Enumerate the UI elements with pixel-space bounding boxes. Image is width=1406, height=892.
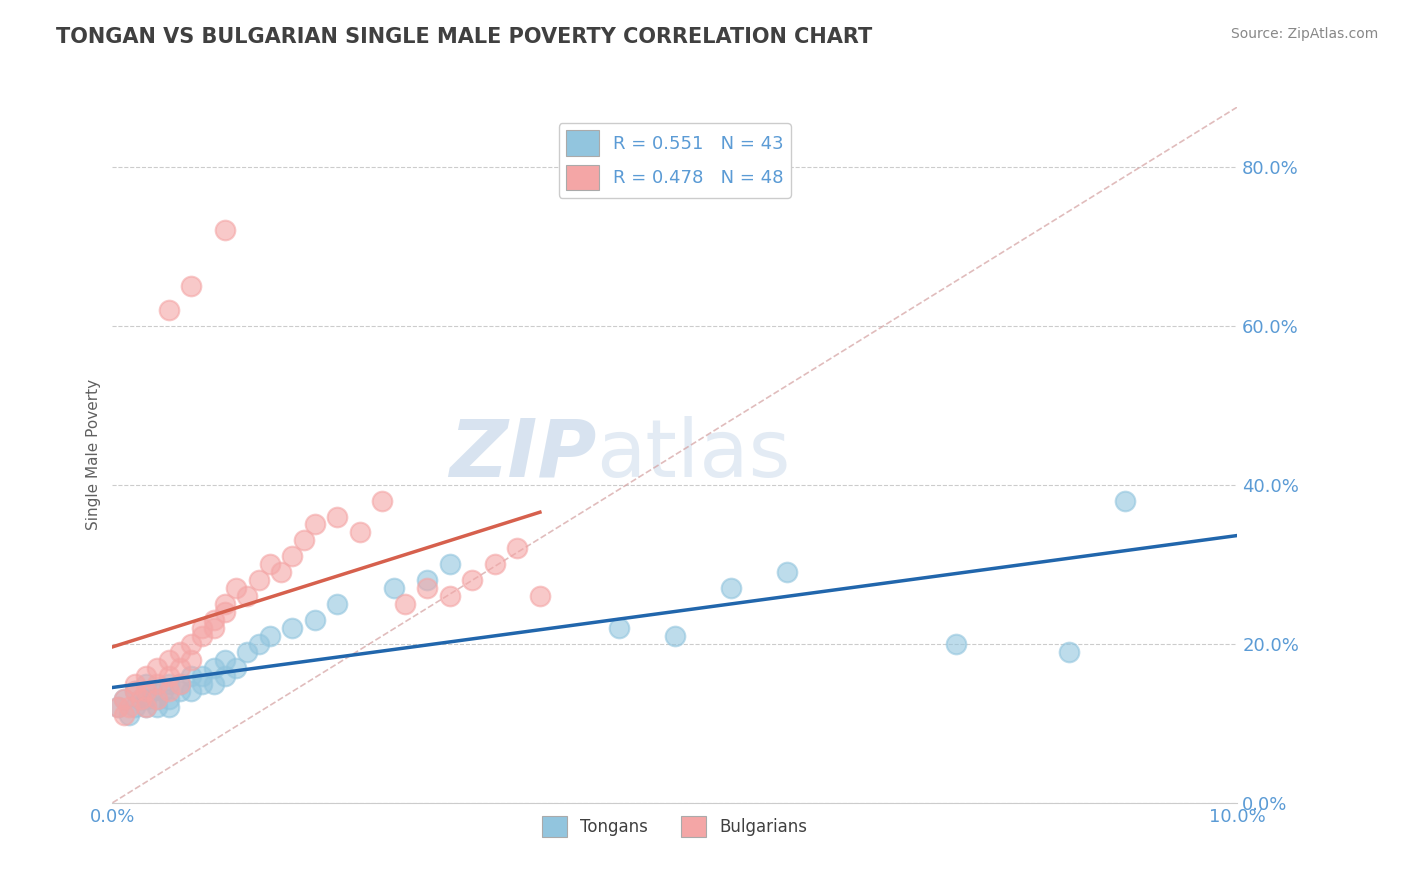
Point — [112, 692, 135, 706]
Point — [259, 629, 281, 643]
Point — [214, 668, 236, 682]
Point — [382, 581, 405, 595]
Point — [180, 279, 202, 293]
Point — [394, 597, 416, 611]
Point — [146, 660, 169, 674]
Point — [157, 684, 180, 698]
Point — [371, 493, 394, 508]
Point — [191, 621, 214, 635]
Point — [112, 708, 135, 723]
Point — [107, 700, 129, 714]
Point — [484, 558, 506, 572]
Point — [1114, 493, 1136, 508]
Point — [1057, 645, 1080, 659]
Point — [157, 668, 180, 682]
Point — [129, 692, 152, 706]
Legend: Tongans, Bulgarians: Tongans, Bulgarians — [536, 810, 814, 843]
Point — [157, 653, 180, 667]
Point — [529, 589, 551, 603]
Point — [191, 668, 214, 682]
Point — [506, 541, 529, 556]
Point — [439, 589, 461, 603]
Point — [180, 668, 202, 682]
Point — [129, 692, 152, 706]
Point — [236, 589, 259, 603]
Point — [169, 684, 191, 698]
Point — [146, 700, 169, 714]
Point — [326, 509, 349, 524]
Point — [141, 684, 163, 698]
Point — [416, 581, 439, 595]
Point — [124, 700, 146, 714]
Point — [292, 533, 315, 548]
Point — [135, 668, 157, 682]
Point — [146, 676, 169, 690]
Point — [169, 645, 191, 659]
Point — [135, 700, 157, 714]
Point — [118, 708, 141, 723]
Point — [118, 700, 141, 714]
Point — [146, 692, 169, 706]
Text: TONGAN VS BULGARIAN SINGLE MALE POVERTY CORRELATION CHART: TONGAN VS BULGARIAN SINGLE MALE POVERTY … — [56, 27, 873, 46]
Point — [236, 645, 259, 659]
Point — [259, 558, 281, 572]
Point — [247, 573, 270, 587]
Point — [202, 613, 225, 627]
Text: Source: ZipAtlas.com: Source: ZipAtlas.com — [1230, 27, 1378, 41]
Point — [146, 692, 169, 706]
Point — [107, 700, 129, 714]
Point — [157, 676, 180, 690]
Point — [157, 700, 180, 714]
Point — [202, 676, 225, 690]
Text: ZIP: ZIP — [449, 416, 596, 494]
Point — [214, 605, 236, 619]
Point — [157, 692, 180, 706]
Point — [225, 660, 247, 674]
Point — [326, 597, 349, 611]
Point — [180, 637, 202, 651]
Point — [664, 629, 686, 643]
Point — [191, 629, 214, 643]
Point — [304, 517, 326, 532]
Text: atlas: atlas — [596, 416, 790, 494]
Point — [225, 581, 247, 595]
Point — [202, 621, 225, 635]
Point — [124, 676, 146, 690]
Point — [169, 660, 191, 674]
Point — [169, 676, 191, 690]
Point — [214, 597, 236, 611]
Point — [281, 621, 304, 635]
Point — [135, 676, 157, 690]
Point — [191, 676, 214, 690]
Point — [214, 653, 236, 667]
Point — [776, 565, 799, 579]
Point — [439, 558, 461, 572]
Point — [135, 684, 157, 698]
Point — [349, 525, 371, 540]
Point — [124, 684, 146, 698]
Point — [247, 637, 270, 651]
Point — [180, 653, 202, 667]
Point — [157, 302, 180, 317]
Point — [202, 660, 225, 674]
Point — [180, 684, 202, 698]
Point — [169, 676, 191, 690]
Y-axis label: Single Male Poverty: Single Male Poverty — [86, 379, 101, 531]
Point — [124, 684, 146, 698]
Point — [416, 573, 439, 587]
Point — [135, 700, 157, 714]
Point — [304, 613, 326, 627]
Point — [945, 637, 967, 651]
Point — [214, 223, 236, 237]
Point — [720, 581, 742, 595]
Point — [461, 573, 484, 587]
Point — [112, 692, 135, 706]
Point — [152, 684, 174, 698]
Point — [270, 565, 292, 579]
Point — [281, 549, 304, 564]
Point — [607, 621, 630, 635]
Point — [135, 692, 157, 706]
